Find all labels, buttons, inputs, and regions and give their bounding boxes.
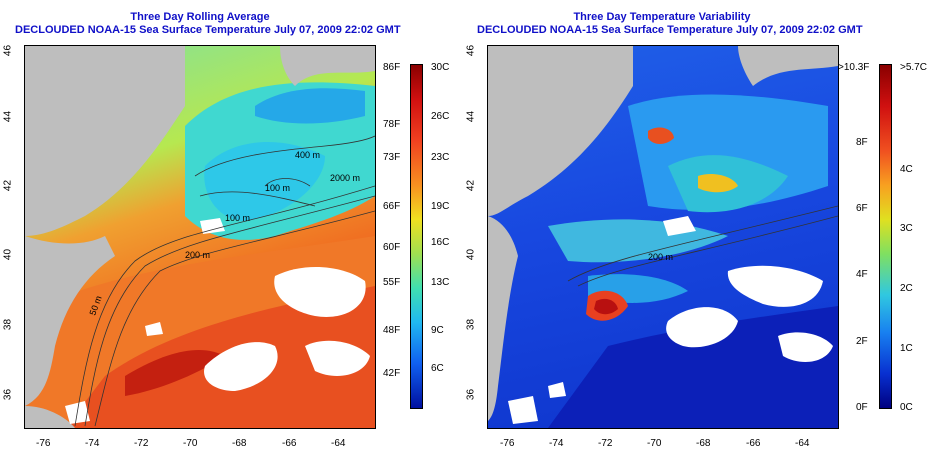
contour-label: 400 m	[295, 150, 320, 160]
left-title-line2: DECLOUDED NOAA-15 Sea Surface Temperatur…	[15, 24, 401, 36]
y-tick-label: 44	[2, 110, 14, 123]
contour-label: 100 m	[265, 183, 290, 193]
y-tick-label: 42	[465, 179, 477, 192]
x-tick-label: -76	[36, 438, 51, 449]
right-title-line2: DECLOUDED NOAA-15 Sea Surface Temperatur…	[477, 24, 863, 36]
colorbar-c-label: 16C	[431, 237, 450, 248]
colorbar-c-label: 9C	[431, 325, 444, 336]
colorbar-c-label: 30C	[431, 62, 450, 73]
colorbar-c-label: 4C	[900, 164, 913, 175]
temperature-colorbar	[410, 64, 423, 409]
colorbar-f-label: 0F	[856, 402, 868, 413]
variability-colorbar	[879, 64, 892, 409]
sst-variability-map: 200 m	[487, 45, 839, 429]
x-tick-label: -72	[134, 438, 149, 449]
colorbar-f-label: 55F	[383, 277, 401, 288]
y-tick-label: 36	[465, 388, 477, 401]
colorbar-c-label: 13C	[431, 277, 450, 288]
colorbar-c-label: >5.7C	[900, 62, 927, 73]
y-tick-label: 46	[465, 44, 477, 57]
x-tick-label: -66	[746, 438, 761, 449]
y-tick-label: 42	[2, 179, 14, 192]
colorbar-c-label: 23C	[431, 152, 450, 163]
contour-label: 100 m	[225, 213, 250, 223]
y-tick-label: 40	[2, 248, 14, 261]
contour-label: 200 m	[185, 250, 210, 260]
colorbar-c-label: 3C	[900, 223, 913, 234]
sst-average-map-image: 400 m 100 m 2000 m 200 m 50 m 100 m	[25, 46, 375, 428]
colorbar-f-label: 86F	[383, 62, 401, 73]
colorbar-f-label: 78F	[383, 119, 401, 130]
colorbar-c-label: 26C	[431, 111, 450, 122]
colorbar-f-label: 6F	[856, 203, 868, 214]
colorbar-f-label: >10.3F	[838, 62, 870, 73]
colorbar-f-label: 73F	[383, 152, 401, 163]
x-tick-label: -70	[647, 438, 662, 449]
x-tick-label: -74	[549, 438, 564, 449]
colorbar-f-label: 60F	[383, 242, 401, 253]
colorbar-f-label: 42F	[383, 368, 401, 379]
y-tick-label: 40	[465, 248, 477, 261]
colorbar-f-label: 2F	[856, 336, 868, 347]
colorbar-c-label: 19C	[431, 201, 450, 212]
x-tick-label: -76	[500, 438, 515, 449]
y-tick-label: 44	[465, 110, 477, 123]
colorbar-f-label: 8F	[856, 137, 868, 148]
colorbar-c-label: 6C	[431, 363, 444, 374]
contour-label: 200 m	[648, 252, 673, 262]
sst-variability-map-image: 200 m	[488, 46, 838, 428]
left-title-line1: Three Day Rolling Average	[130, 11, 270, 23]
colorbar-c-label: 1C	[900, 343, 913, 354]
x-tick-label: -64	[795, 438, 810, 449]
sst-average-map: 400 m 100 m 2000 m 200 m 50 m 100 m	[24, 45, 376, 429]
x-tick-label: -68	[696, 438, 711, 449]
y-tick-label: 46	[2, 44, 14, 57]
colorbar-c-label: 0C	[900, 402, 913, 413]
colorbar-f-label: 48F	[383, 325, 401, 336]
colorbar-f-label: 66F	[383, 201, 401, 212]
colorbar-c-label: 2C	[900, 283, 913, 294]
y-tick-label: 38	[2, 318, 14, 331]
right-title-line1: Three Day Temperature Variability	[573, 11, 751, 23]
contour-label: 2000 m	[330, 173, 360, 183]
x-tick-label: -70	[183, 438, 198, 449]
x-tick-label: -66	[282, 438, 297, 449]
x-tick-label: -74	[85, 438, 100, 449]
y-tick-label: 36	[2, 388, 14, 401]
x-tick-label: -64	[331, 438, 346, 449]
x-tick-label: -68	[232, 438, 247, 449]
colorbar-f-label: 4F	[856, 269, 868, 280]
x-tick-label: -72	[598, 438, 613, 449]
y-tick-label: 38	[465, 318, 477, 331]
